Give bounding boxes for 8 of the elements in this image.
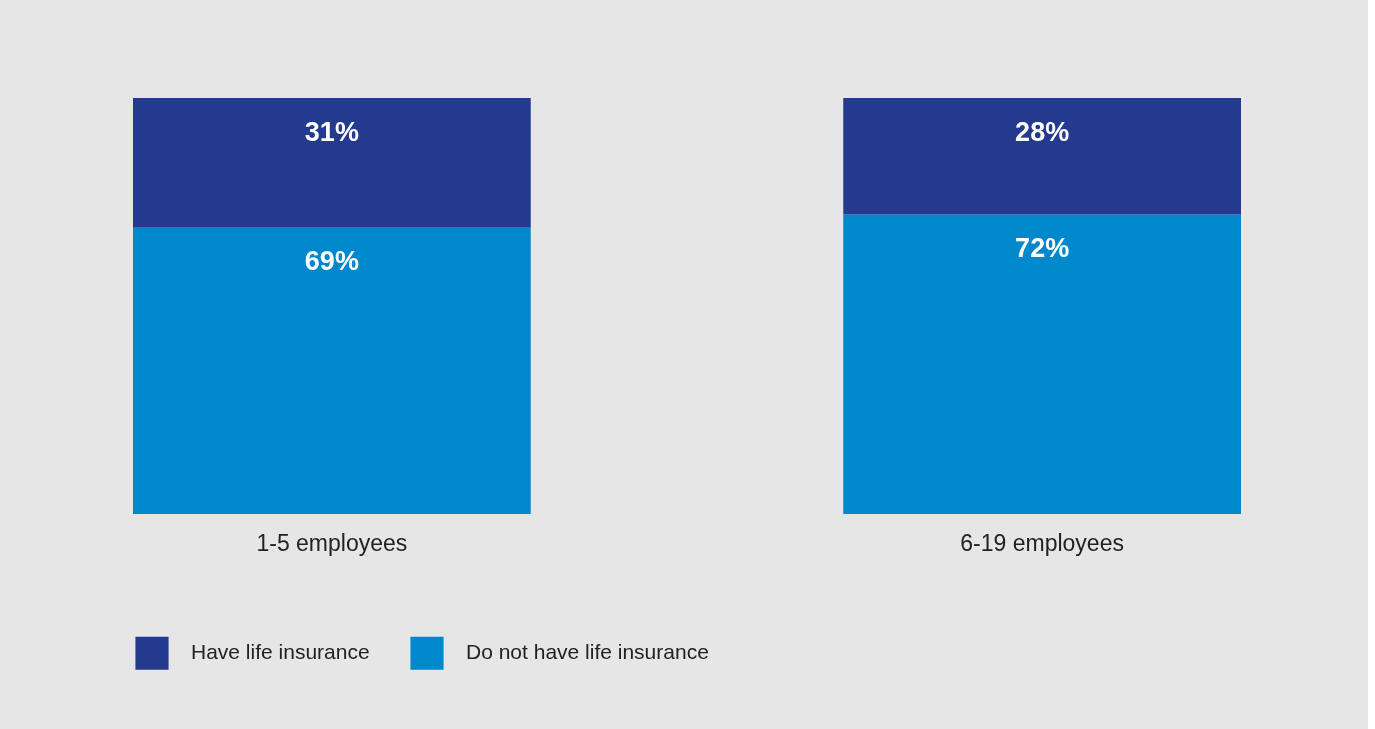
data-label: 72% bbox=[1015, 233, 1070, 264]
data-label: 31% bbox=[304, 117, 359, 147]
data-label: 28% bbox=[1015, 117, 1070, 147]
data-label: 69% bbox=[304, 245, 359, 276]
x-tick-label: 6-19 employees bbox=[960, 529, 1124, 556]
x-tick-label: 1-5 employees bbox=[256, 529, 408, 556]
legend-label: Have life insurance bbox=[191, 640, 370, 664]
legend-label: Do not have life insurance bbox=[466, 640, 709, 664]
